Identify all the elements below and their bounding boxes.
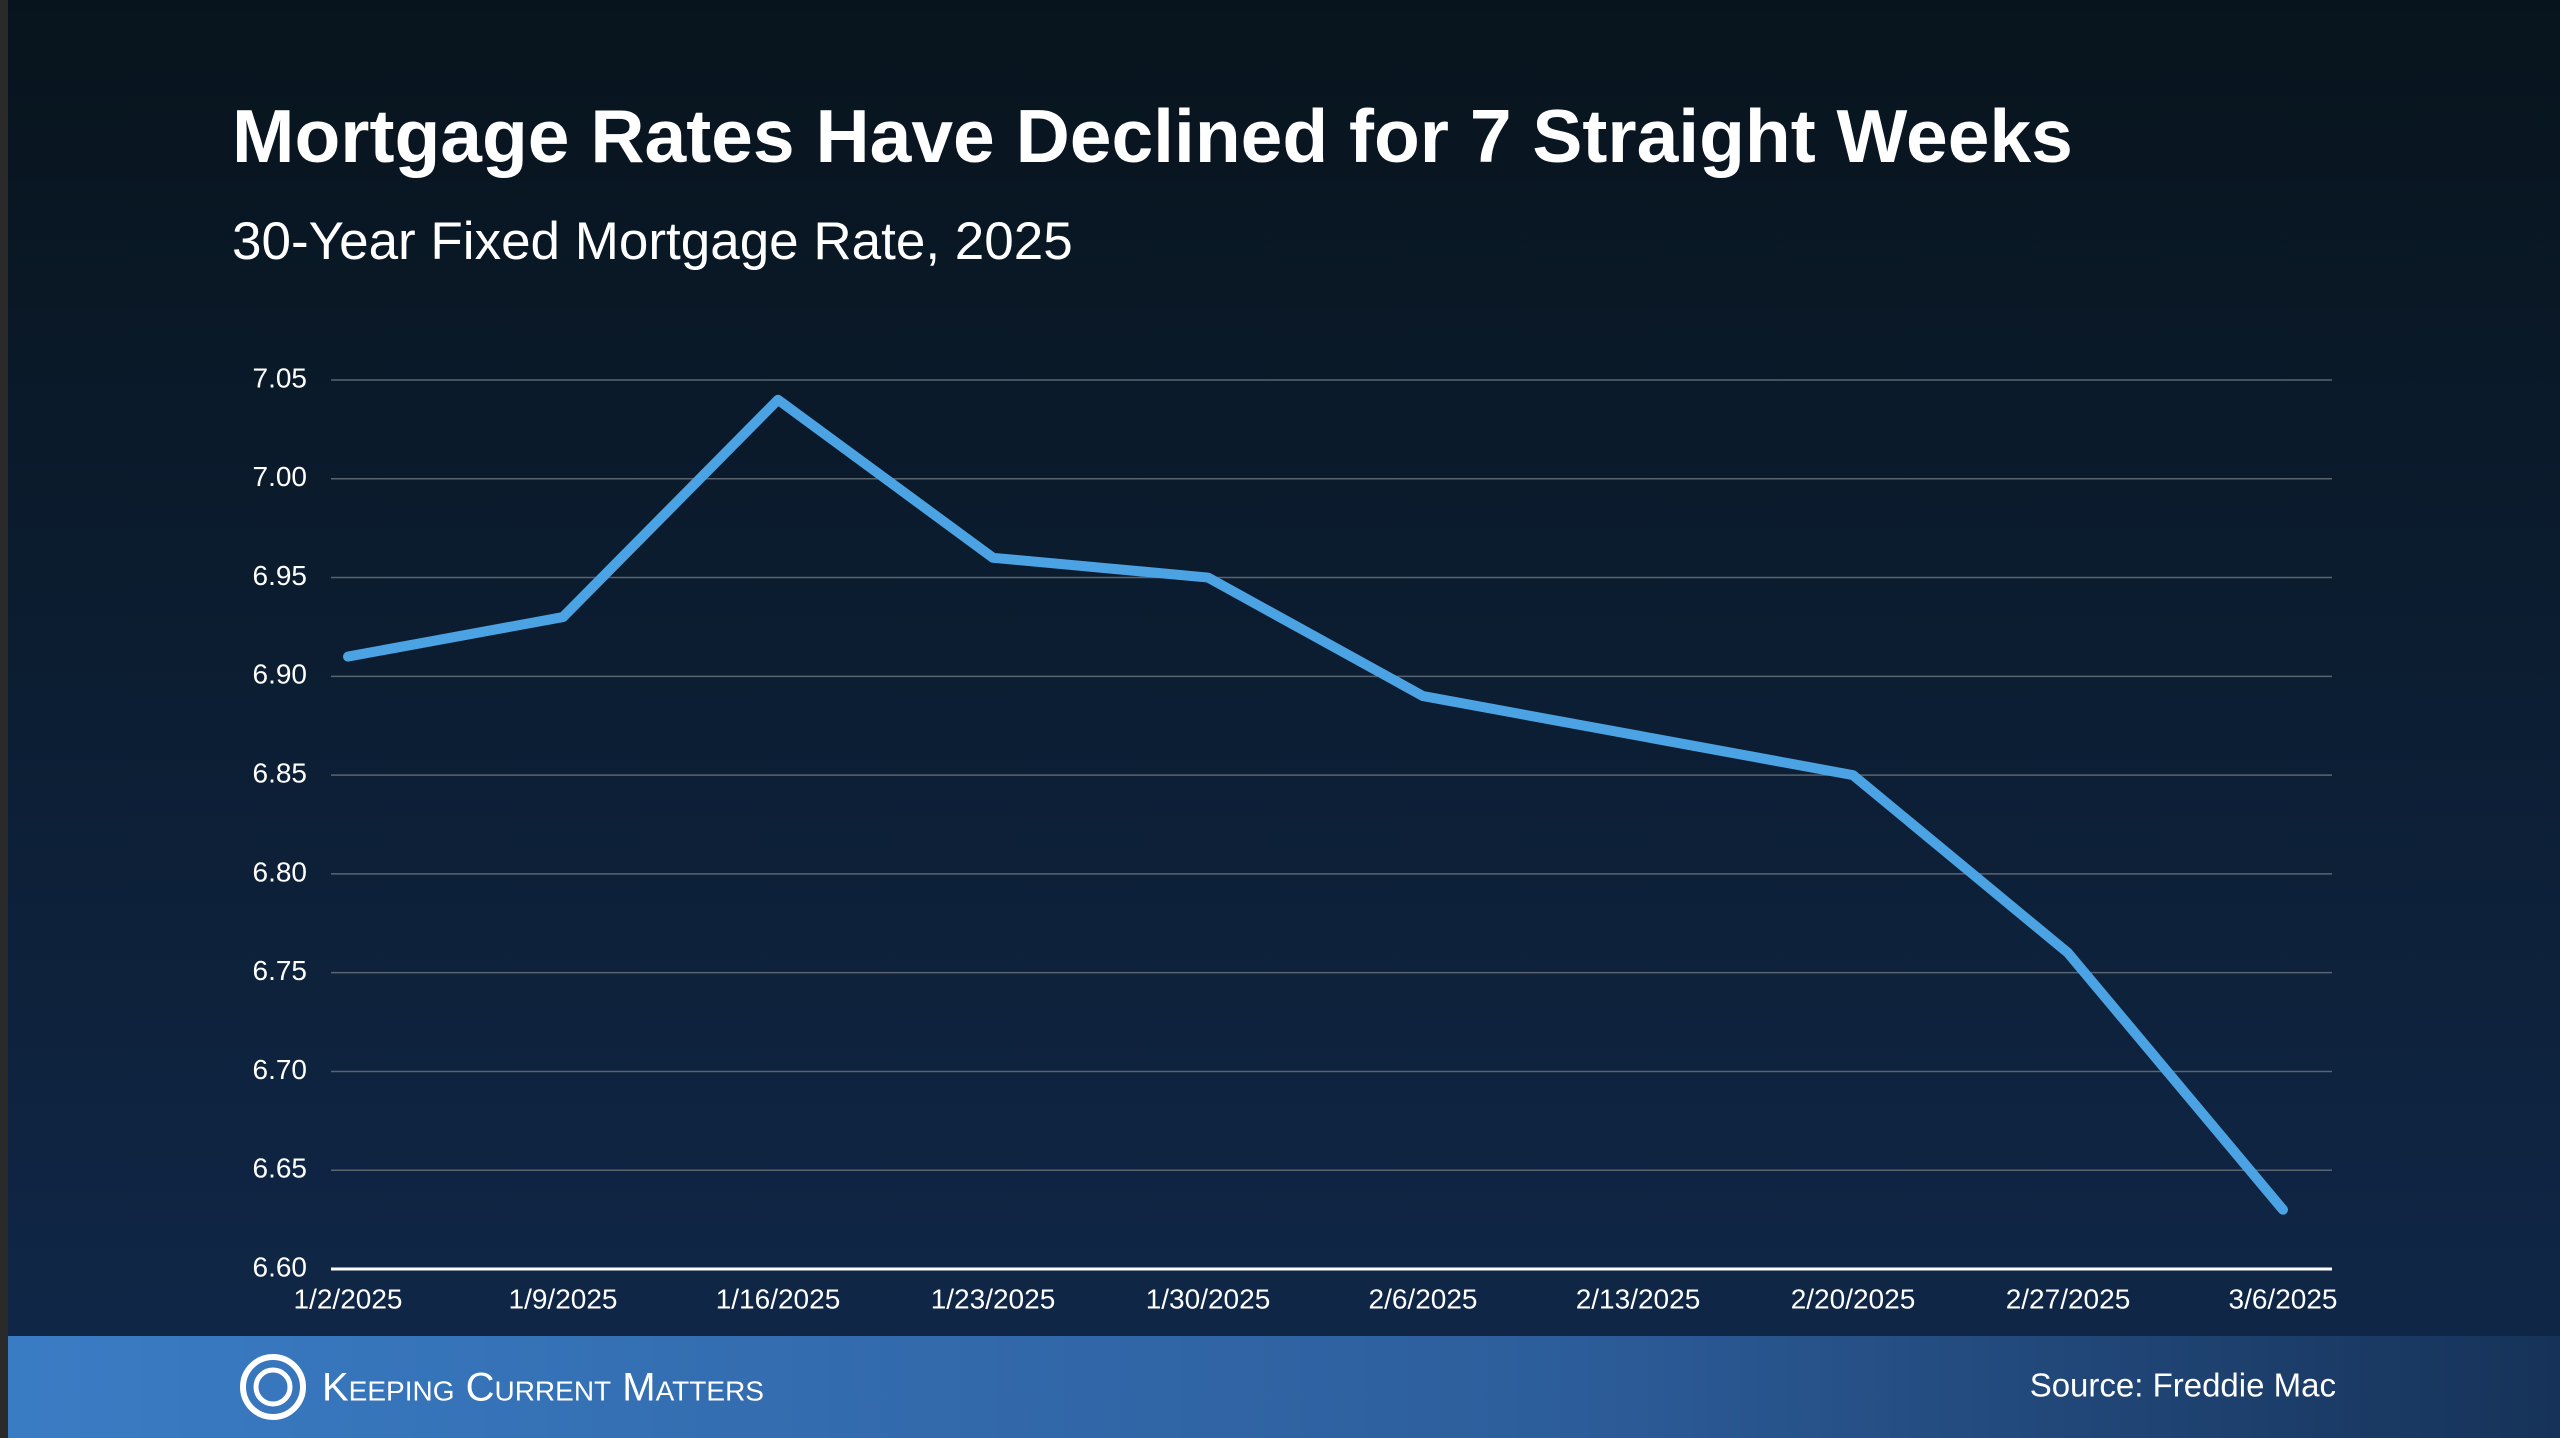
source: Source: Freddie Mac — [2030, 1367, 2336, 1404]
logo — [240, 1354, 306, 1420]
y-tick-label: 6.65 — [253, 1153, 308, 1184]
y-tick-label: 6.90 — [253, 659, 308, 690]
y-tick-label: 6.70 — [253, 1054, 308, 1085]
x-tick-label: 1/23/2025 — [931, 1283, 1056, 1314]
data-line — [343, 394, 2288, 1215]
y-tick-label: 6.60 — [253, 1251, 308, 1282]
x-tick-label: 1/16/2025 — [716, 1283, 841, 1314]
y-tick-label: 6.80 — [253, 856, 308, 887]
chart-subtitle: 30-Year Fixed Mortgage Rate, 2025 — [232, 212, 1073, 271]
x-tick-label: 2/6/2025 — [1369, 1283, 1478, 1314]
background — [8, 0, 2560, 1438]
y-tick-label: 6.75 — [253, 955, 308, 986]
y-tick-label: 6.95 — [253, 560, 308, 591]
x-tick-label: 2/27/2025 — [2006, 1283, 2131, 1314]
x-tick-label: 1/30/2025 — [1146, 1283, 1271, 1314]
x-tick-label: 1/9/2025 — [509, 1283, 618, 1314]
x-tick-label: 1/2/2025 — [294, 1283, 403, 1314]
footer-band — [8, 1336, 2560, 1438]
x-tick-label: 2/20/2025 — [1791, 1283, 1916, 1314]
brand: Keeping Current Matters — [322, 1366, 764, 1410]
x-tick-label: 2/13/2025 — [1576, 1283, 1701, 1314]
y-tick-label: 7.00 — [253, 461, 308, 492]
y-tick-label: 7.05 — [253, 362, 308, 393]
y-tick-label: 6.85 — [253, 758, 308, 789]
chart-title: Mortgage Rates Have Declined for 7 Strai… — [232, 94, 2073, 178]
x-tick-label: 3/6/2025 — [2229, 1283, 2338, 1314]
